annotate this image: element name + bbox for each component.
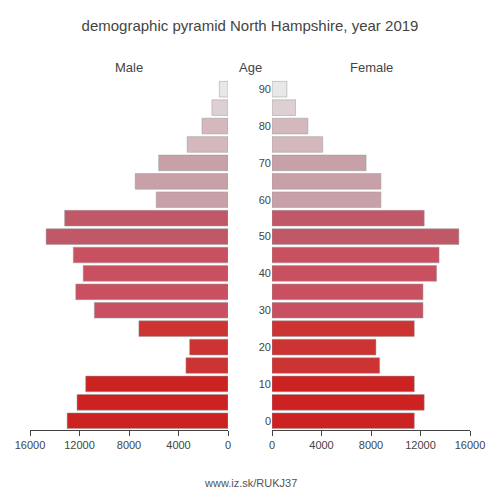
svg-text:12000: 12000 bbox=[64, 439, 95, 451]
svg-text:60: 60 bbox=[259, 194, 271, 206]
svg-text:4000: 4000 bbox=[166, 439, 190, 451]
svg-text:90: 90 bbox=[259, 83, 271, 95]
svg-text:40: 40 bbox=[259, 267, 271, 279]
svg-text:0: 0 bbox=[269, 439, 275, 451]
svg-text:50: 50 bbox=[259, 230, 271, 242]
svg-text:8000: 8000 bbox=[117, 439, 141, 451]
svg-text:10: 10 bbox=[259, 378, 271, 390]
svg-text:4000: 4000 bbox=[309, 439, 333, 451]
svg-text:70: 70 bbox=[259, 157, 271, 169]
svg-text:0: 0 bbox=[225, 439, 231, 451]
svg-text:16000: 16000 bbox=[15, 439, 46, 451]
svg-text:www.iz.sk/RUKJ37: www.iz.sk/RUKJ37 bbox=[204, 477, 297, 489]
svg-text:16000: 16000 bbox=[455, 439, 486, 451]
svg-text:20: 20 bbox=[259, 341, 271, 353]
svg-text:Male: Male bbox=[115, 60, 143, 75]
svg-text:12000: 12000 bbox=[405, 439, 436, 451]
svg-text:Age: Age bbox=[239, 60, 262, 75]
svg-text:0: 0 bbox=[265, 415, 271, 427]
svg-text:80: 80 bbox=[259, 120, 271, 132]
svg-text:Female: Female bbox=[350, 60, 393, 75]
svg-text:8000: 8000 bbox=[359, 439, 383, 451]
svg-text:demographic pyramid North Hamp: demographic pyramid North Hampshire, yea… bbox=[82, 17, 419, 34]
svg-text:30: 30 bbox=[259, 304, 271, 316]
